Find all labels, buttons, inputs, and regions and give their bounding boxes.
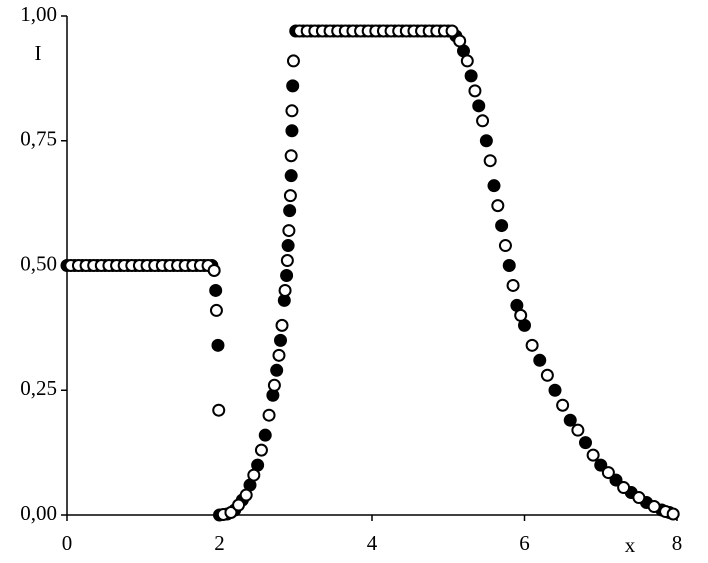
- y-tick-label: 0,75: [20, 127, 57, 151]
- point: [280, 254, 294, 268]
- x-tick-label: 2: [214, 531, 225, 555]
- x-tick-label: 6: [519, 531, 530, 555]
- point: [548, 383, 562, 397]
- point: [211, 338, 225, 352]
- point: [286, 79, 300, 93]
- point: [479, 134, 493, 148]
- point: [617, 481, 631, 495]
- point: [468, 84, 482, 98]
- point: [232, 498, 246, 512]
- point: [285, 124, 299, 138]
- point: [666, 507, 680, 521]
- point: [571, 423, 585, 437]
- point: [280, 268, 294, 282]
- point: [281, 239, 295, 253]
- x-tick-label: 4: [367, 531, 378, 555]
- point: [632, 491, 646, 505]
- point: [209, 283, 223, 297]
- point: [647, 500, 661, 514]
- point: [282, 224, 296, 238]
- point: [502, 259, 516, 272]
- point: [579, 436, 592, 450]
- point: [498, 239, 512, 253]
- point: [283, 189, 297, 203]
- point: [239, 488, 253, 502]
- point: [247, 468, 261, 482]
- y-tick-label: 0,25: [20, 376, 57, 400]
- point: [278, 283, 292, 297]
- x-axis-label: x: [625, 533, 636, 557]
- point: [514, 308, 528, 322]
- point: [272, 348, 286, 362]
- point: [262, 408, 276, 422]
- y-axis-label: I: [35, 41, 42, 65]
- point: [286, 54, 300, 68]
- point: [601, 466, 615, 480]
- point: [254, 443, 268, 457]
- point: [258, 428, 272, 442]
- point: [487, 179, 501, 193]
- point: [270, 363, 284, 377]
- point: [609, 473, 623, 487]
- point: [274, 333, 287, 347]
- y-tick-label: 0,50: [20, 251, 57, 275]
- point: [453, 34, 467, 48]
- point: [275, 318, 289, 332]
- point: [209, 303, 223, 317]
- point: [445, 24, 459, 38]
- point: [556, 398, 570, 412]
- point: [472, 99, 486, 113]
- point: [285, 104, 299, 118]
- y-tick-label: 0,00: [20, 501, 57, 525]
- point: [460, 54, 474, 68]
- point: [284, 149, 298, 163]
- point: [491, 199, 505, 213]
- point: [525, 338, 539, 352]
- point: [506, 278, 520, 292]
- point: [464, 69, 478, 83]
- point: [586, 448, 600, 462]
- point: [284, 169, 298, 183]
- point: [533, 353, 547, 367]
- point: [495, 219, 509, 233]
- point: [283, 204, 297, 218]
- point: [476, 114, 490, 128]
- point: [212, 403, 226, 417]
- point: [224, 506, 238, 520]
- x-tick-label: 0: [62, 531, 73, 555]
- y-tick-label: 1,00: [20, 2, 57, 26]
- point: [563, 413, 577, 427]
- point: [594, 458, 608, 472]
- point: [540, 368, 554, 382]
- point: [483, 154, 497, 168]
- x-tick-label: 8: [672, 531, 683, 555]
- point: [207, 263, 221, 277]
- point: [267, 378, 281, 392]
